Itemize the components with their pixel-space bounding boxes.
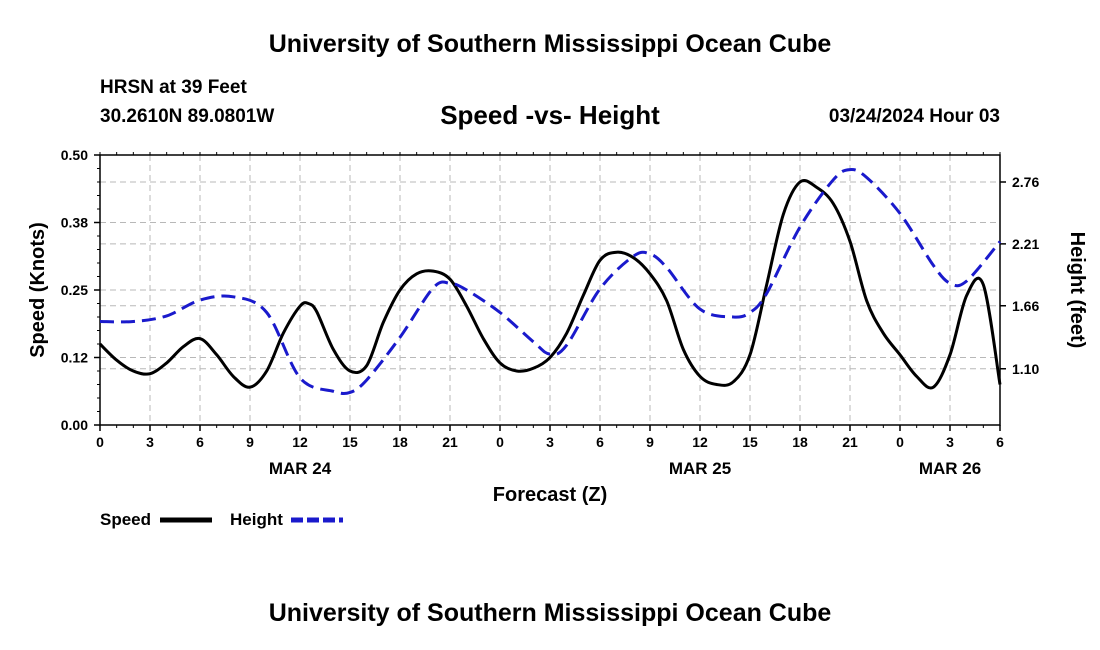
date-label: MAR 26	[919, 459, 981, 478]
y-axis-title: Speed (Knots)	[27, 222, 49, 358]
height-series-line	[99, 168, 1002, 396]
x-tick-label: 0	[96, 434, 104, 450]
y-tick-label: 0.38	[61, 215, 88, 231]
x-tick-label: 12	[292, 434, 308, 450]
x-tick-label: 6	[596, 434, 604, 450]
y-tick-label: 0.50	[61, 147, 88, 163]
x-tick-label: 6	[196, 434, 204, 450]
y-tick-label: 0.00	[61, 417, 88, 433]
axis-ticks	[94, 152, 1006, 431]
forecast-datetime: 03/24/2024 Hour 03	[828, 106, 1000, 127]
x-tick-label: 3	[546, 434, 554, 450]
y2-tick-label: 2.76	[1012, 174, 1039, 190]
chart-main-title: University of Southern Mississippi Ocean…	[268, 30, 832, 58]
x-tick-label: 21	[442, 434, 458, 450]
x-tick-label: 21	[842, 434, 858, 450]
series-lines	[98, 168, 1002, 396]
y2-tick-label: 2.21	[1012, 236, 1039, 252]
x-tick-label: 9	[246, 434, 254, 450]
date-label: MAR 25	[669, 459, 731, 478]
x-tick-label: 0	[896, 434, 904, 450]
x-tick-label: 18	[392, 434, 408, 450]
legend-label-speed: Speed	[100, 510, 151, 529]
x-axis-title: Forecast (Z)	[493, 484, 607, 506]
speed-series-line	[98, 178, 1002, 390]
station-label: HRSN at 39 Feet	[100, 77, 247, 98]
x-tick-label: 18	[792, 434, 808, 450]
grid	[100, 155, 1000, 425]
x-tick-label: 3	[946, 434, 954, 450]
axis-labels: 0 3 6 9 12 15 18 21 0 3 6 9 12 15 18 21 0 3 6 0.00 0.12 0.25 0…	[27, 147, 1088, 506]
y2-axis-title: Height (feet)	[1066, 232, 1088, 349]
legend: Speed Height	[100, 510, 343, 529]
chart-subtitle: Speed -vs- Height	[440, 100, 660, 130]
x-tick-label: 0	[496, 434, 504, 450]
x-tick-label: 9	[646, 434, 654, 450]
legend-label-height: Height	[230, 510, 283, 529]
y2-tick-label: 1.66	[1012, 298, 1039, 314]
x-tick-label: 15	[342, 434, 358, 450]
coordinates-label: 30.2610N 89.0801W	[100, 106, 275, 127]
x-tick-label: 15	[742, 434, 758, 450]
x-tick-label: 6	[996, 434, 1004, 450]
chart-footer-title: University of Southern Mississippi Ocean…	[268, 599, 832, 627]
x-tick-label: 3	[146, 434, 154, 450]
x-tick-label: 12	[692, 434, 708, 450]
y-tick-label: 0.25	[61, 282, 88, 298]
y-tick-label: 0.12	[61, 350, 88, 366]
y2-tick-label: 1.10	[1012, 361, 1039, 377]
date-label: MAR 24	[269, 459, 332, 478]
